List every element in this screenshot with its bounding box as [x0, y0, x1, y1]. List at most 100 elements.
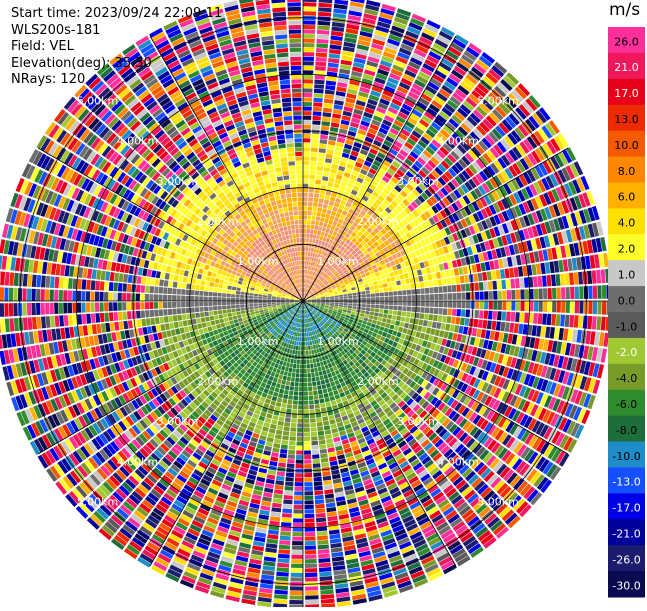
- velocity-gate: [320, 139, 328, 144]
- velocity-gate: [366, 294, 370, 297]
- velocity-gate: [307, 364, 310, 368]
- velocity-gate: [267, 534, 278, 539]
- velocity-gate: [317, 166, 324, 171]
- velocity-gate: [312, 125, 320, 130]
- velocity-gate: [312, 454, 319, 459]
- velocity-gate: [382, 279, 387, 284]
- velocity-gate: [461, 284, 466, 292]
- velocity-gate: [283, 500, 292, 505]
- velocity-gate: [271, 420, 277, 425]
- velocity-gate: [364, 317, 369, 321]
- velocity-gate: [402, 290, 406, 295]
- velocity-gate: [318, 367, 322, 372]
- velocity-gate: [283, 376, 287, 381]
- velocity-gate: [480, 263, 486, 272]
- velocity-gate: [307, 373, 311, 377]
- velocity-gate: [326, 149, 333, 154]
- velocity-gate: [303, 351, 305, 355]
- velocity-gate: [374, 285, 379, 289]
- velocity-gate: [385, 273, 390, 278]
- velocity-gate: [325, 85, 335, 90]
- velocity-gate: [277, 567, 289, 572]
- velocity-gate: [348, 293, 352, 296]
- velocity-gate: [324, 218, 329, 223]
- velocity-gate: [281, 522, 291, 527]
- velocity-gate: [311, 225, 315, 230]
- velocity-gate: [309, 175, 315, 180]
- velocity-gate: [317, 422, 323, 427]
- velocity-gate: [446, 278, 451, 285]
- velocity-gate: [466, 301, 470, 309]
- velocity-gate: [275, 485, 284, 490]
- velocity-gate: [321, 599, 335, 604]
- velocity-gate: [325, 498, 335, 503]
- velocity-gate: [274, 594, 288, 599]
- velocity-gate: [307, 369, 310, 373]
- velocity-gate: [547, 275, 552, 286]
- velocity-gate: [463, 266, 468, 274]
- velocity-gate: [304, 496, 313, 500]
- velocity-gate: [532, 325, 537, 336]
- velocity-gate: [438, 286, 443, 293]
- velocity-gate: [387, 282, 392, 287]
- velocity-gate: [497, 311, 502, 320]
- velocity-gate: [276, 383, 281, 388]
- velocity-gate: [273, 392, 278, 397]
- velocity-gate: [361, 310, 366, 313]
- velocity-gate: [295, 382, 299, 386]
- velocity-gate: [285, 477, 293, 482]
- velocity-gate: [538, 313, 543, 324]
- velocity-gate: [316, 43, 328, 48]
- velocity-gate: [293, 518, 303, 522]
- velocity-gate: [436, 322, 441, 329]
- velocity-gate: [451, 317, 456, 324]
- velocity-gate: [289, 368, 293, 373]
- velocity-gate: [324, 94, 334, 99]
- velocity-gate: [321, 603, 335, 607]
- velocity-gate: [433, 280, 438, 287]
- velocity-gate: [308, 247, 311, 251]
- velocity-gate: [306, 265, 308, 269]
- velocity-gate: [303, 346, 305, 350]
- velocity-gate: [487, 320, 492, 329]
- velocity-gate: [290, 595, 303, 599]
- velocity-gate: [313, 198, 318, 203]
- velocity-gate: [502, 290, 506, 299]
- velocity-gate: [371, 301, 375, 304]
- velocity-gate: [319, 371, 323, 376]
- velocity-gate: [311, 220, 315, 225]
- velocity-gate: [389, 272, 394, 277]
- velocity-gate: [306, 351, 309, 355]
- velocity-gate: [561, 301, 565, 313]
- velocity-gate: [421, 301, 425, 307]
- velocity-gate: [424, 281, 429, 287]
- velocity-gate: [386, 263, 391, 268]
- velocity-gate: [376, 276, 381, 281]
- velocity-gate: [279, 417, 285, 422]
- velocity-gate: [268, 530, 279, 535]
- velocity-gate: [379, 309, 384, 313]
- velocity-gate: [402, 328, 407, 334]
- velocity-gate: [303, 84, 313, 88]
- velocity-gate: [397, 286, 402, 291]
- velocity-gate: [323, 204, 328, 209]
- velocity-gate: [447, 285, 452, 292]
- velocity-gate: [344, 299, 348, 301]
- velocity-gate: [493, 291, 497, 300]
- velocity-gate: [265, 548, 277, 554]
- velocity-gate: [365, 287, 370, 291]
- velocity-gate: [318, 558, 330, 563]
- velocity-gate: [269, 376, 274, 381]
- velocity-gate: [541, 326, 546, 337]
- velocity-gate: [397, 311, 402, 316]
- velocity-gate: [294, 387, 298, 391]
- velocity-gate: [372, 320, 377, 324]
- velocity-gate: [570, 287, 574, 299]
- velocity-gate: [271, 507, 281, 512]
- velocity-gate: [319, 148, 326, 153]
- velocity-gate: [452, 285, 457, 292]
- velocity-gate: [398, 301, 402, 306]
- velocity-gate: [574, 272, 579, 285]
- velocity-gate: [496, 270, 501, 279]
- velocity-gate: [420, 307, 425, 313]
